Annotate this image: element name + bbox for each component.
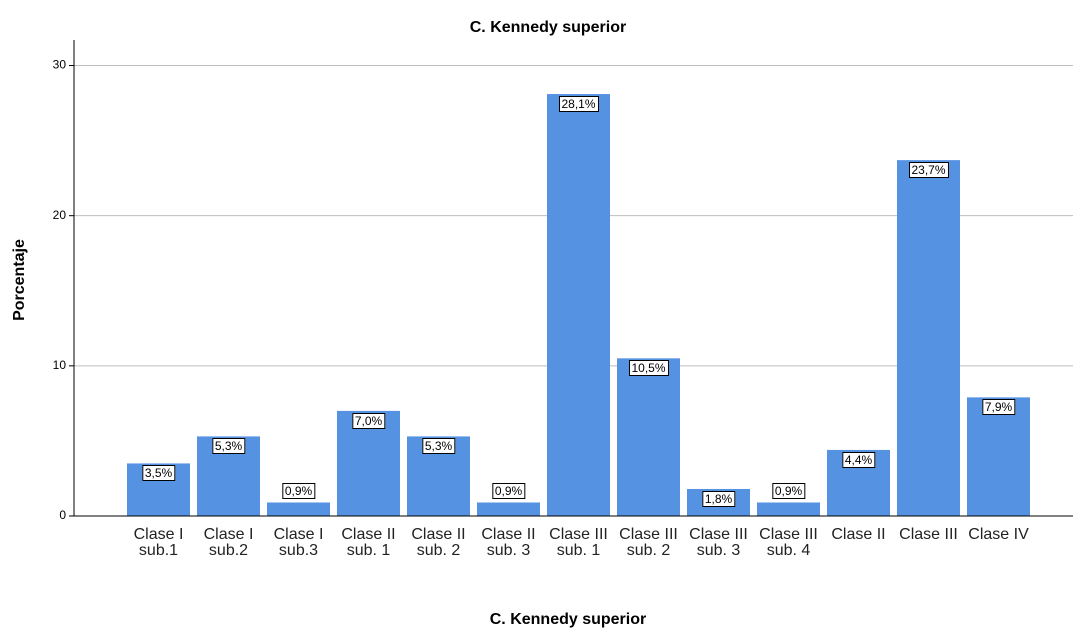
value-label: 3,5% [141,465,176,482]
value-label: 23,7% [908,162,949,179]
bar [757,502,820,516]
value-label: 10,5% [628,360,669,377]
x-tick-label: Clase II sub. 3 [481,526,536,559]
x-tick-label: Clase II [831,526,886,543]
value-label: 1,8% [701,490,736,507]
x-tick-label: Clase I sub.1 [133,526,184,559]
value-label: 7,0% [351,412,386,429]
bar [967,397,1030,516]
x-tick-label: Clase I sub.2 [203,526,254,559]
x-tick-label: Clase IV [968,526,1029,543]
value-label: 0,9% [771,483,806,500]
value-label: 5,3% [211,438,246,455]
x-tick-label: Clase III sub. 3 [689,526,748,559]
bar [617,358,680,516]
value-label: 4,4% [841,451,876,468]
x-tick-label: Clase III sub. 4 [759,526,818,559]
x-tick-label: Clase III [899,526,958,543]
value-label: 0,9% [491,483,526,500]
x-tick-label: Clase II sub. 1 [341,526,396,559]
x-tick-label: Clase III sub. 2 [619,526,678,559]
value-label: 0,9% [281,483,316,500]
bar [547,94,610,516]
y-axis-title: Porcentaje [11,239,28,321]
y-tick-label: 10 [53,358,67,372]
y-tick-label: 30 [53,58,67,72]
x-axis-title: C. Kennedy superior [490,611,646,628]
y-tick-label: 20 [53,208,67,222]
value-label: 7,9% [981,399,1016,416]
y-tick-label: 0 [59,508,66,522]
bar [267,502,330,516]
bar [477,502,540,516]
x-tick-label: Clase III sub. 1 [549,526,608,559]
value-label: 28,1% [558,96,599,113]
chart-title: C. Kennedy superior [470,19,626,36]
x-tick-label: Clase I sub.3 [273,526,324,559]
value-label: 5,3% [421,438,456,455]
bar [897,160,960,516]
x-tick-label: Clase II sub. 2 [411,526,466,559]
